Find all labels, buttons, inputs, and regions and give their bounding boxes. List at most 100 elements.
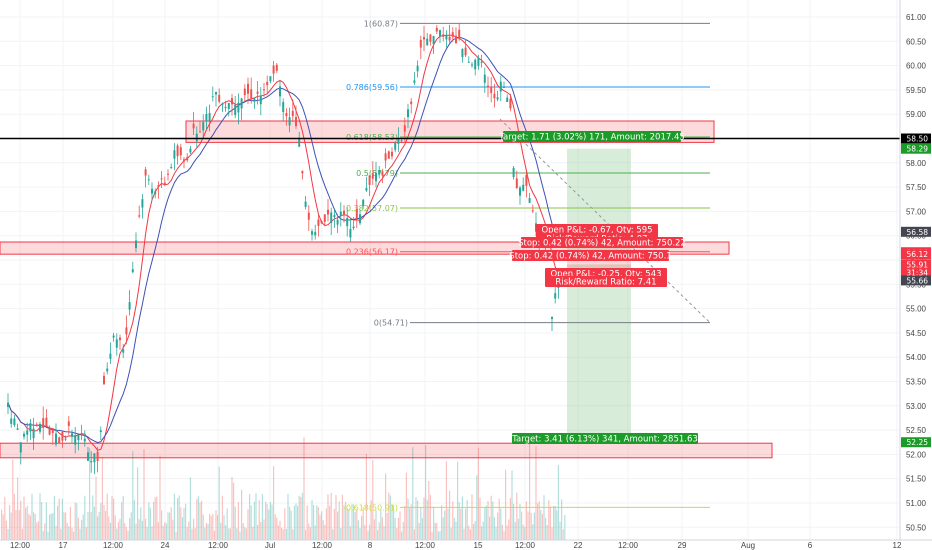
candle-body xyxy=(51,429,54,434)
volume-bar xyxy=(562,529,564,540)
volume-bar xyxy=(521,511,523,540)
candle-body xyxy=(99,430,102,433)
volume-bar xyxy=(68,526,70,540)
trade-label-box xyxy=(512,250,669,261)
volume-bar xyxy=(204,527,206,540)
volume-bar xyxy=(236,528,238,540)
volume-bar xyxy=(497,512,499,540)
price-tag-label: 58.50 xyxy=(907,135,929,144)
long-positions[interactable] xyxy=(499,118,711,443)
candle-body xyxy=(250,89,253,99)
volume-bar xyxy=(37,521,39,540)
volume-bar xyxy=(57,505,59,540)
volume-bar xyxy=(271,504,273,540)
candle-body xyxy=(23,433,25,437)
candle-body xyxy=(531,210,534,212)
time-axis[interactable]: 12:00 17 12:00 24 12:00 Jul 12:00 8 12:00 15 12:00… xyxy=(0,539,932,550)
volume-bar xyxy=(41,502,43,540)
candle-body xyxy=(375,172,377,182)
volume-bar xyxy=(7,528,9,540)
volume-bar xyxy=(261,494,263,540)
volume-bar xyxy=(397,517,399,540)
volume-bar xyxy=(228,528,230,540)
volume-bar xyxy=(169,512,171,540)
volume-bar xyxy=(143,449,145,540)
volume-bar xyxy=(465,508,467,540)
volume-bar xyxy=(207,523,209,540)
candle-body xyxy=(448,36,451,41)
candle-body xyxy=(397,138,400,145)
volume-bar xyxy=(375,510,377,540)
candle-body xyxy=(471,64,473,66)
volume-bar xyxy=(290,510,292,540)
volume-bar xyxy=(159,455,161,540)
volume-bar xyxy=(505,469,507,540)
candle-body xyxy=(371,173,374,179)
candle-body xyxy=(413,80,416,83)
candle-body xyxy=(343,210,345,216)
volume-bar xyxy=(463,528,465,540)
candle-body xyxy=(122,349,125,353)
volume-bar xyxy=(388,492,390,540)
candle-body xyxy=(519,187,521,196)
candle-body xyxy=(496,97,499,100)
candle-body xyxy=(90,460,93,463)
volume-bar xyxy=(89,448,91,540)
candle-body xyxy=(186,157,189,161)
volume-bar xyxy=(353,504,355,540)
volume-bar xyxy=(466,499,468,540)
volume-bar xyxy=(213,530,215,540)
volume-bar xyxy=(33,512,35,540)
candle-body xyxy=(359,214,361,224)
price-tag-label: 55.66 xyxy=(907,276,929,285)
price-axis[interactable]: 61.00 60.50 60.00 59.50 59.00 58.50 58.00 57.50… xyxy=(899,0,932,550)
fib-retracement[interactable]: 1(60.87) 0.786(59.56) 0.618(58.53) 0.5(57.7… xyxy=(343,19,710,512)
volume-bar xyxy=(529,443,531,540)
fib-level-label: 0.786(59.56) xyxy=(346,83,398,92)
volume-bar xyxy=(391,505,393,540)
candle-body xyxy=(301,170,304,174)
volume-bar xyxy=(461,496,463,540)
volume-bar xyxy=(175,531,177,540)
candle-body xyxy=(435,27,438,32)
volume-bar xyxy=(329,505,331,540)
candle-body xyxy=(384,153,387,161)
volume-bar xyxy=(201,500,203,540)
price-tick-label: 54.50 xyxy=(906,329,927,338)
price-tick-label: 59.00 xyxy=(906,110,927,119)
candle-body xyxy=(247,83,249,94)
candle-body xyxy=(192,123,195,129)
volume-bar xyxy=(226,508,228,540)
candle-body xyxy=(467,61,470,63)
candle-body xyxy=(416,65,419,72)
candle-body xyxy=(138,215,141,217)
candle-body xyxy=(83,438,86,442)
volume-bar xyxy=(314,525,316,540)
volume-bar xyxy=(407,498,409,540)
candle-body xyxy=(391,151,393,157)
price-tag-label: 56.12 xyxy=(907,250,929,259)
volume-bar xyxy=(546,525,548,540)
volume-bar xyxy=(17,477,19,540)
volume-bar xyxy=(545,517,547,540)
candle-body xyxy=(35,424,38,427)
trade-label-box xyxy=(503,131,681,143)
candle-body xyxy=(125,327,128,335)
volume-bar xyxy=(346,508,348,540)
volume-bar xyxy=(410,504,412,540)
volume-bar xyxy=(247,509,249,540)
candle-body xyxy=(365,188,368,191)
volume-bar xyxy=(530,512,532,540)
candle-body xyxy=(464,47,467,56)
time-tick-label: 12:00 xyxy=(312,541,333,550)
volume-bar xyxy=(377,530,379,540)
trade-label-text: Stop: 0.42 (0.74%) 42, Amount: 750.1 xyxy=(509,252,671,262)
candle-body xyxy=(419,39,422,48)
volume-bar xyxy=(517,518,519,540)
volume-bar xyxy=(485,505,487,540)
volume-bar xyxy=(554,505,556,540)
volume-bar xyxy=(541,513,543,540)
volume-bar xyxy=(165,523,167,540)
volume-bar xyxy=(223,515,225,540)
